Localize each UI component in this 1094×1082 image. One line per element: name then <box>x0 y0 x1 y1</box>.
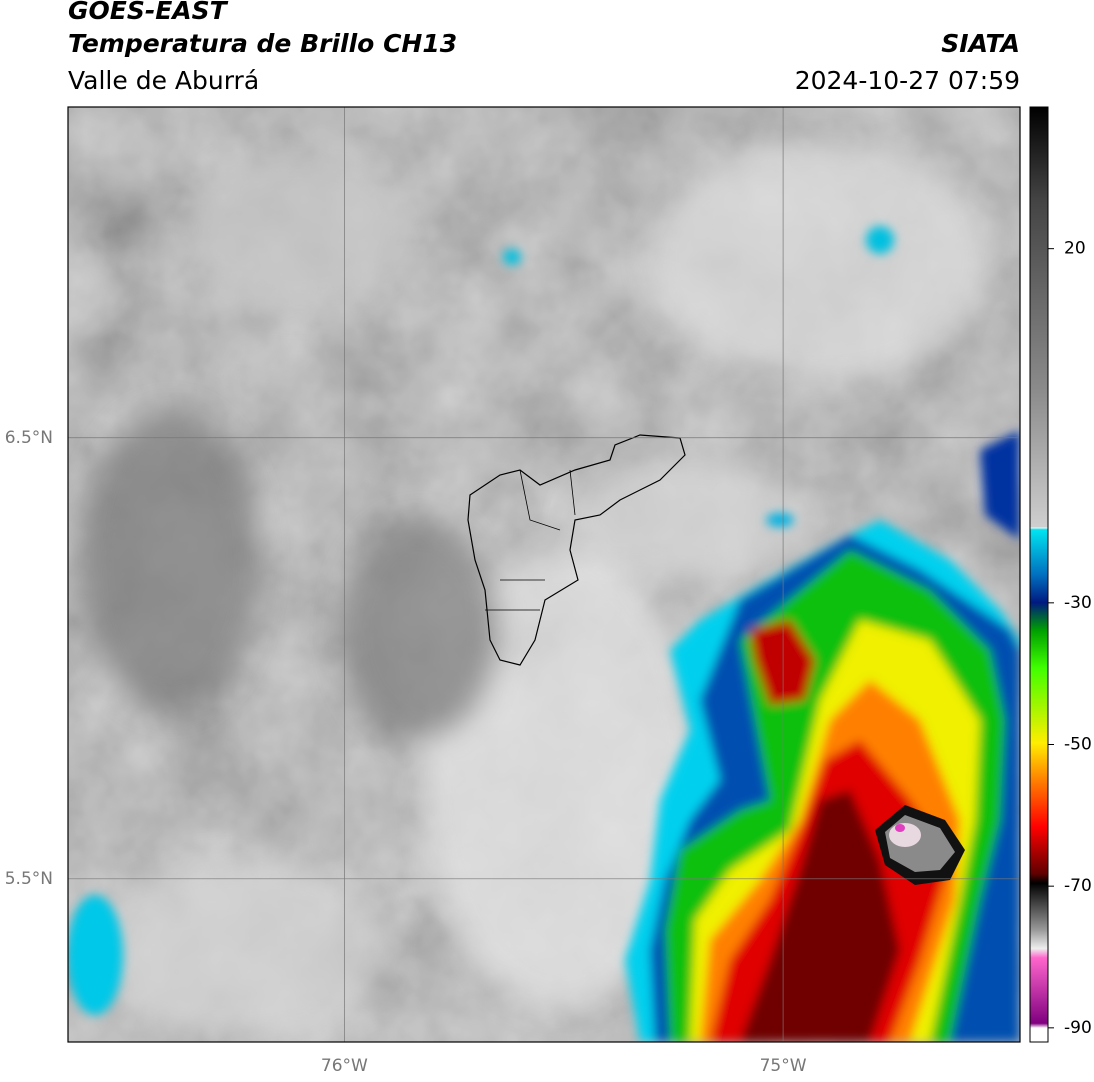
colorbar-label: 20 <box>1064 239 1086 259</box>
datetime: 2024-10-27 07:59 <box>795 66 1020 95</box>
lat-label: 5.5°N <box>5 869 53 889</box>
colorbar-label: -30 <box>1064 593 1092 613</box>
graticule <box>68 107 1020 1042</box>
colorbar <box>1029 106 1049 1043</box>
colorbar-label: -50 <box>1064 735 1092 755</box>
map-frame <box>67 106 1021 1043</box>
colorbar-label: -70 <box>1064 876 1092 896</box>
colorbar-label: -90 <box>1064 1018 1092 1038</box>
satellite-image <box>68 107 1020 1042</box>
satellite: GOES-EAST <box>68 0 229 25</box>
region: Valle de Aburrá <box>68 66 259 95</box>
source: SIATA <box>941 29 1020 58</box>
product: Temperatura de Brillo CH13 <box>68 29 457 58</box>
lon-label: 76°W <box>321 1056 368 1076</box>
lon-label: 75°W <box>760 1056 807 1076</box>
lat-label: 6.5°N <box>5 428 53 448</box>
